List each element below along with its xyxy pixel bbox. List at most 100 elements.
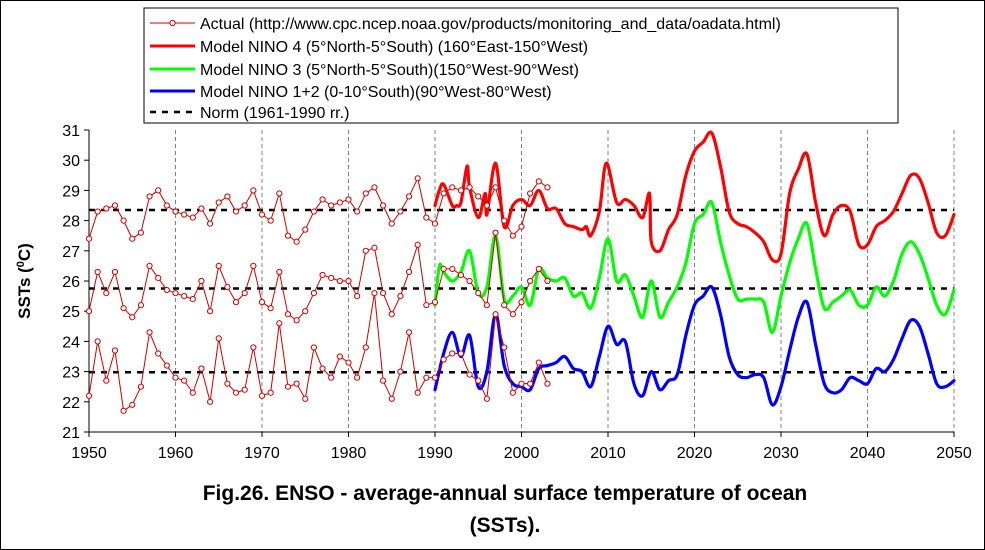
actual-point-1958 (155, 274, 162, 282)
x-tick-label-1980: 1980 (331, 445, 367, 462)
actual-point-1957 (146, 193, 153, 200)
actual-point-1969 (250, 262, 257, 269)
actual-point-1995 (475, 377, 482, 384)
legend-entry-nino3: Model NINO 3 (5°North-5°South)(150°West-… (200, 62, 579, 79)
actual-point-1978 (328, 374, 335, 381)
actual-point-1977 (319, 271, 326, 279)
actual-point-1953 (111, 347, 119, 354)
legend-entry-norm: Norm (1961-1990 rr.) (200, 105, 349, 122)
actual-point-1969 (250, 344, 257, 351)
actual-point-1982 (362, 247, 369, 254)
actual-point-1978 (328, 202, 335, 209)
actual-point-1983 (371, 184, 378, 191)
actual-point-1950 (85, 392, 93, 399)
y-tick-label-28: 28 (62, 214, 80, 231)
legend-entry-actual: Actual (http://www.cpc.ncep.noaa.gov/pro… (200, 16, 781, 33)
actual-point-1961 (181, 293, 188, 300)
x-tick-label-2010: 2010 (590, 445, 626, 462)
actual-point-1996 (483, 395, 490, 402)
actual-point-1981 (354, 374, 361, 381)
actual-point-1952 (103, 289, 110, 297)
actual-point-1999 (509, 232, 516, 239)
actual-point-1973 (284, 232, 292, 239)
x-tick-label-1970: 1970 (244, 445, 280, 462)
actual-point-1968 (241, 289, 248, 297)
actual-point-1962 (189, 214, 196, 221)
actual-point-1988 (414, 241, 421, 248)
x-tick-label-1960: 1960 (158, 445, 194, 462)
actual-point-2000 (518, 380, 525, 387)
actual-point-1995 (475, 289, 482, 297)
actual-point-1959 (163, 362, 170, 369)
actual-point-1967 (232, 208, 240, 215)
actual-point-1959 (163, 202, 170, 209)
actual-point-1996 (483, 202, 490, 209)
actual-point-1958 (155, 350, 162, 357)
actual-point-1971 (267, 389, 274, 396)
y-axis-label: SSTs (0C) (15, 243, 34, 319)
actual-point-1987 (405, 193, 413, 200)
actual-point-1984 (380, 377, 387, 384)
actual-point-1959 (163, 286, 170, 294)
actual-point-1980 (345, 277, 352, 285)
actual-point-1982 (362, 190, 369, 197)
actual-point-1967 (232, 299, 240, 306)
actual-point-1984 (380, 289, 387, 297)
x-tick-label-1950: 1950 (71, 445, 107, 462)
actual-point-1989 (423, 214, 430, 221)
x-tick-label-2020: 2020 (677, 445, 713, 462)
actual-point-1974 (293, 238, 300, 245)
series-nino12-line (433, 284, 956, 407)
x-tick-label-2030: 2030 (763, 445, 799, 462)
actual-point-1951 (94, 338, 101, 345)
y-tick-label-29: 29 (62, 183, 80, 200)
y-tick-label-27: 27 (62, 244, 80, 261)
actual-point-1981 (354, 208, 361, 215)
actual-point-1988 (414, 389, 421, 396)
actual-point-1995 (475, 193, 482, 200)
actual-point-1980 (345, 359, 352, 366)
y-axis-label-superscript: 0 (15, 261, 27, 267)
actual-point-1955 (129, 314, 136, 321)
actual-point-1988 (414, 175, 421, 182)
actual-point-1965 (215, 335, 222, 342)
actual-point-1952 (103, 205, 110, 212)
actual-point-1956 (137, 302, 144, 309)
actual-point-1966 (224, 380, 231, 387)
actual-point-1964 (207, 220, 214, 227)
legend-box (143, 7, 899, 124)
actual-point-1990 (431, 374, 439, 381)
actual-point-1963 (198, 277, 205, 285)
actual-point-1975 (302, 308, 309, 315)
actual-point-1987 (405, 268, 413, 276)
actual-point-2003 (544, 184, 551, 191)
actual-point-1973 (284, 383, 292, 390)
actual-point-1970 (258, 392, 266, 399)
actual-point-1968 (241, 386, 248, 393)
actual-point-1973 (284, 311, 292, 318)
actual-point-1985 (388, 220, 395, 227)
y-axis-label-unit: C) (15, 243, 34, 261)
legend-entry-nino12: Model NINO 1+2 (0-10°South)(90°West-80°W… (200, 84, 552, 101)
actual-point-1992 (449, 184, 456, 191)
actual-point-1986 (397, 293, 404, 300)
actual-point-1979 (336, 277, 343, 285)
actual-point-1998 (501, 302, 508, 309)
actual-point-1989 (423, 374, 430, 381)
actual-point-1967 (232, 389, 240, 396)
actual-point-1989 (423, 302, 430, 309)
actual-point-1990 (431, 299, 439, 306)
plot-area: 21 22 23 24 25 26 27 28 29 30 31 1950 1960 1970 1980 19… (62, 123, 972, 462)
actual-point-2000 (518, 223, 525, 230)
actual-point-1996 (483, 302, 490, 309)
actual-point-1991 (440, 190, 447, 197)
actual-point-2002 (535, 359, 542, 366)
actual-point-1960 (172, 289, 179, 297)
actual-point-1986 (397, 368, 404, 375)
actual-point-1971 (267, 305, 274, 312)
actual-point-1992 (449, 265, 456, 273)
actual-point-1953 (111, 202, 119, 209)
actual-point-1991 (440, 356, 447, 363)
actual-point-1955 (129, 235, 136, 242)
